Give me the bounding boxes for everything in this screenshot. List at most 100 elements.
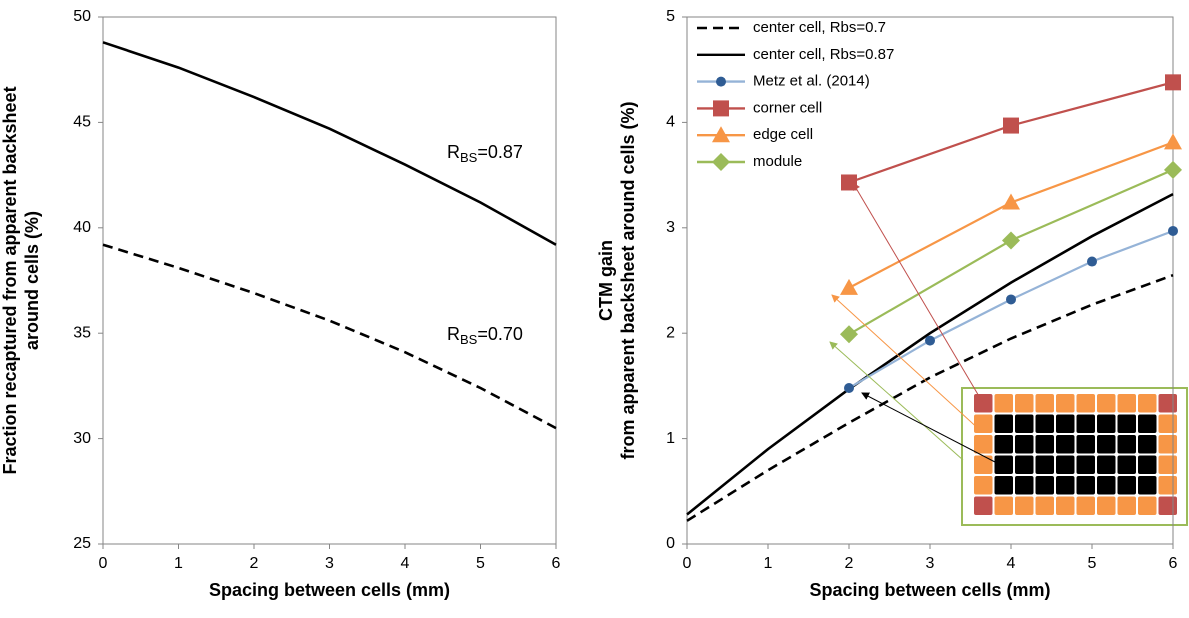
legend-label: Metz et al. (2014) xyxy=(753,73,870,90)
y-tick-label: 45 xyxy=(73,114,91,131)
x-tick-label: 2 xyxy=(845,555,854,572)
inset-cell xyxy=(1097,476,1116,495)
inset-cell xyxy=(1158,455,1177,474)
x-tick-label: 6 xyxy=(552,555,561,572)
inset-cell xyxy=(1035,476,1054,495)
inset-cell xyxy=(1035,496,1054,515)
inset-cell xyxy=(994,455,1013,474)
inset-arrow xyxy=(852,182,984,404)
inset-cell xyxy=(1076,476,1095,495)
series-line xyxy=(848,229,1174,389)
y-axis-label: around cells (%) xyxy=(22,211,42,350)
y-tick-label: 40 xyxy=(73,219,91,236)
annotation-text: R xyxy=(447,324,460,344)
inset-cell xyxy=(974,435,993,454)
inset-cell xyxy=(1117,394,1136,413)
inset-cell xyxy=(994,394,1013,413)
inset-cell xyxy=(1035,455,1054,474)
inset-cell xyxy=(994,414,1013,433)
marker xyxy=(844,383,854,394)
inset-cell xyxy=(1035,394,1054,413)
y-tick-label: 25 xyxy=(73,535,91,552)
legend-marker xyxy=(713,100,729,117)
inset-cell xyxy=(1097,455,1116,474)
inset-cell xyxy=(1056,476,1075,495)
annotation: RBS=0.87 xyxy=(447,142,523,166)
x-tick-label: 6 xyxy=(1169,555,1178,572)
legend-label: corner cell xyxy=(753,99,822,116)
x-tick-label: 2 xyxy=(250,555,259,572)
annotation-suffix: =0.87 xyxy=(477,142,523,162)
inset-cell xyxy=(1138,455,1157,474)
inset-cell xyxy=(1097,435,1116,454)
series-line xyxy=(848,141,1174,289)
inset-cell xyxy=(1117,496,1136,515)
marker xyxy=(1087,256,1097,267)
marker xyxy=(1168,225,1178,236)
module-inset xyxy=(961,387,1188,526)
y-tick-label: 35 xyxy=(73,324,91,341)
inset-cell xyxy=(994,476,1013,495)
legend-marker xyxy=(712,126,730,143)
inset-cell xyxy=(1015,435,1034,454)
inset-cell xyxy=(1138,394,1157,413)
inset-cell xyxy=(1158,496,1177,515)
y-tick-label: 0 xyxy=(666,535,675,552)
legend-label: center cell, Rbs=0.7 xyxy=(753,19,886,36)
x-axis-label: Spacing between cells (mm) xyxy=(809,580,1050,600)
inset-cell xyxy=(1056,496,1075,515)
inset-cell xyxy=(1015,414,1034,433)
inset-cell xyxy=(994,435,1013,454)
inset-cell xyxy=(1015,496,1034,515)
x-tick-label: 5 xyxy=(1088,555,1097,572)
inset-cell xyxy=(1076,455,1095,474)
legend-marker xyxy=(712,153,730,171)
series-line xyxy=(102,41,557,246)
plot-frame xyxy=(102,16,557,545)
x-tick-label: 4 xyxy=(401,555,410,572)
marker xyxy=(840,325,858,344)
inset-cell xyxy=(1035,414,1054,433)
inset-cell xyxy=(1158,414,1177,433)
inset-cell xyxy=(974,476,993,495)
inset-cell xyxy=(1117,414,1136,433)
marker xyxy=(1165,74,1181,91)
marker xyxy=(840,278,858,295)
series-line xyxy=(102,243,557,430)
inset-cell xyxy=(1117,476,1136,495)
annotation-text: R xyxy=(447,142,460,162)
x-tick-label: 4 xyxy=(1007,555,1016,572)
inset-cell xyxy=(1076,435,1095,454)
x-tick-label: 0 xyxy=(683,555,692,572)
marker xyxy=(1002,231,1020,250)
y-tick-label: 5 xyxy=(666,8,675,25)
marker xyxy=(1164,160,1182,179)
legend-label: edge cell xyxy=(753,126,813,143)
x-tick-label: 5 xyxy=(476,555,485,572)
y-tick-label: 3 xyxy=(666,219,675,236)
inset-cell xyxy=(1117,455,1136,474)
marker xyxy=(925,335,935,346)
inset-cell xyxy=(994,496,1013,515)
inset-cell xyxy=(1158,435,1177,454)
y-tick-label: 1 xyxy=(666,430,675,447)
inset-cell xyxy=(1056,394,1075,413)
inset-cell xyxy=(974,414,993,433)
legend-marker xyxy=(716,76,726,87)
y-axis-label: Fraction recaptured from apparent backsh… xyxy=(0,86,20,474)
marker xyxy=(1003,117,1019,134)
annotation-subscript: BS xyxy=(460,332,478,347)
inset-cell xyxy=(1015,476,1034,495)
inset-cell xyxy=(974,496,993,515)
inset-arrow xyxy=(861,392,996,463)
inset-cell xyxy=(1015,394,1034,413)
annotation-suffix: =0.70 xyxy=(477,324,523,344)
inset-cell xyxy=(1076,496,1095,515)
y-tick-label: 2 xyxy=(666,324,675,341)
inset-cell xyxy=(1056,414,1075,433)
inset-cell xyxy=(1035,435,1054,454)
inset-cell xyxy=(1015,455,1034,474)
y-tick-label: 4 xyxy=(666,114,675,131)
inset-cell xyxy=(1097,496,1116,515)
